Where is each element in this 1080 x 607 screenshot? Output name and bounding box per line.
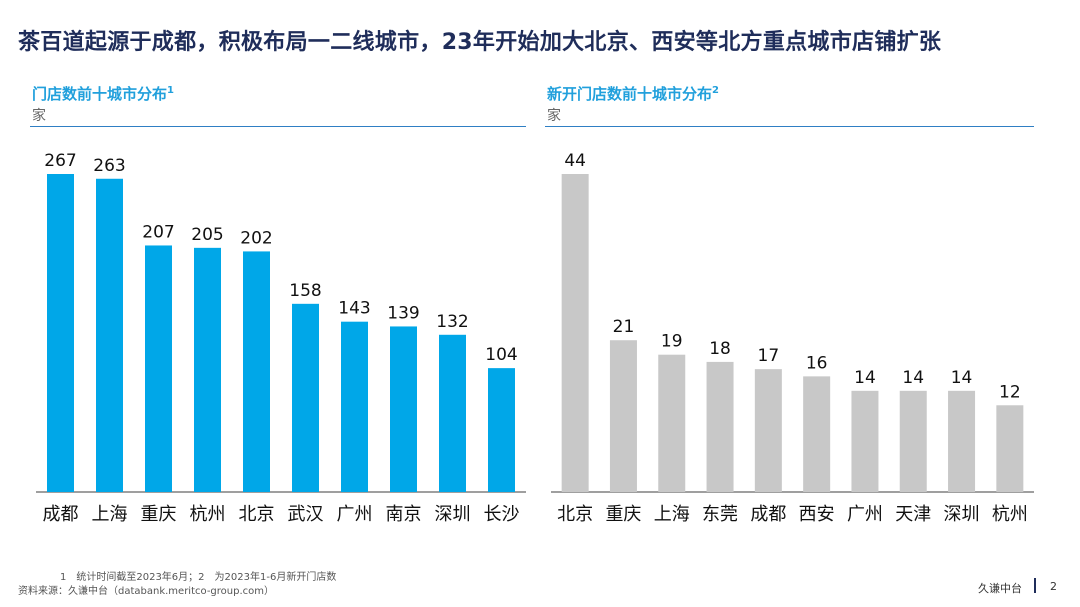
category-label: 成都 [750,504,786,525]
data-label: 104 [485,345,517,365]
data-label: 44 [564,151,586,171]
brand-label: 久谦中台 [978,582,1022,595]
data-label: 17 [758,346,780,366]
bar [561,174,589,492]
category-label: 重庆 [605,504,641,525]
bar [390,326,417,492]
bar [609,340,637,492]
bar [803,376,831,492]
data-label: 207 [142,222,174,242]
data-label: 14 [951,368,973,388]
data-label: 202 [240,228,272,248]
category-label: 杭州 [992,504,1028,525]
footnote-marker: 1 [167,85,174,96]
bar [488,368,515,492]
data-label: 14 [902,368,924,388]
bar [899,390,927,492]
data-label: 267 [44,151,76,171]
category-label: 武汉 [288,504,324,525]
category-label: 南京 [386,504,422,525]
category-label: 杭州 [190,504,226,525]
brand-divider [1034,578,1036,593]
data-label: 16 [806,353,828,373]
new-store-chart-panel: 新开门店数前十城市分布2 家 44 北京 21 重庆 19 上海 18 东莞 17 成都 16 西安 1… [545,80,1034,532]
category-label: 上海 [92,504,128,525]
category-label: 深圳 [944,504,980,525]
bar [658,354,686,492]
chart-title: 门店数前十城市分布1 [32,85,174,103]
bar [47,174,74,492]
category-label: 长沙 [484,504,520,525]
bar [243,251,270,492]
bar [754,369,782,492]
data-label: 132 [436,312,468,332]
category-label: 重庆 [141,504,177,525]
bar [996,405,1024,492]
data-label: 139 [387,303,419,323]
category-label: 深圳 [435,504,471,525]
new-store-bar-chart: 44 北京 21 重庆 19 上海 18 东莞 17 成都 16 西安 14 广州 14 天津 14 深圳 12 杭州 [551,151,1034,525]
footnote: 1 统计时间截至2023年6月；2 为2023年1-6月新开门店数 [60,572,337,583]
store-count-bar-chart: 267 成都 263 上海 207 重庆 205 杭州 202 北京 158 武汉 143 广州 139 南京… [36,151,526,525]
category-label: 西安 [799,504,835,525]
bar [439,334,466,492]
page-number: 2 [1050,580,1057,593]
chart-title-rule [545,126,1034,127]
data-label: 205 [191,225,223,245]
data-label: 19 [661,332,683,352]
data-label: 263 [93,156,125,176]
chart-title-rule [30,126,526,127]
bar [948,390,976,492]
bar [851,390,879,492]
data-label: 12 [999,382,1021,402]
data-label: 14 [854,368,876,388]
data-label: 18 [709,339,731,359]
chart-unit: 家 [32,108,46,124]
source-note: 资料来源：久谦中台（databank.meritco-group.com） [18,586,275,597]
category-label: 东莞 [702,504,738,525]
footnote-marker: 2 [712,85,719,96]
category-label: 广州 [337,504,373,525]
bar [292,303,319,492]
store-count-chart-panel: 门店数前十城市分布1 家 267 成都 263 上海 207 重庆 205 杭州 202 北京 15… [30,80,526,532]
bar [706,361,734,492]
slide-title: 茶百道起源于成都，积极布局一二线城市，23年开始加大北京、西安等北方重点城市店铺… [18,30,942,55]
bar [194,247,221,492]
chart-unit: 家 [547,108,561,124]
chart-title: 新开门店数前十城市分布2 [547,85,719,103]
category-label: 北京 [239,504,275,525]
data-label: 158 [289,281,321,301]
bar [341,321,368,492]
category-label: 成都 [43,504,79,525]
bar [96,178,123,492]
category-label: 广州 [847,504,883,525]
data-label: 143 [338,299,370,319]
category-label: 北京 [557,504,593,525]
category-label: 天津 [895,504,931,525]
category-label: 上海 [654,504,690,525]
data-label: 21 [613,317,635,337]
bar [145,245,172,492]
